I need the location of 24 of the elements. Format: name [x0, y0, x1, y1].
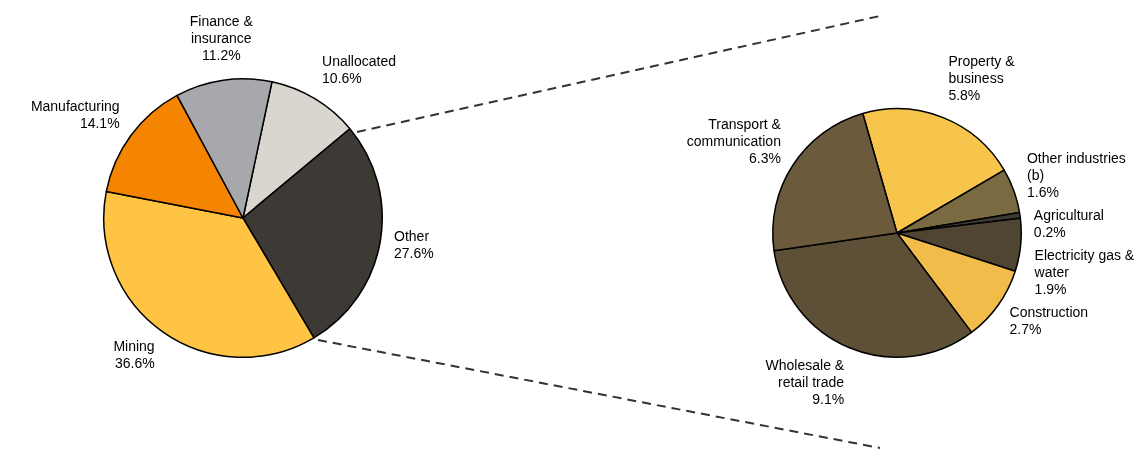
slice-label: Other: [394, 227, 430, 244]
slice-label: Finance & insurance: [189, 13, 254, 47]
data-label: 36.6%: [114, 354, 155, 371]
slice-label: Wholesale & retail trade: [765, 356, 845, 390]
data-label: 1.6%: [1026, 183, 1059, 200]
slice-label: Mining: [113, 337, 155, 354]
data-label: 2.7%: [1009, 321, 1042, 338]
data-label: 11.2%: [201, 47, 241, 64]
data-label: 27.6%: [394, 244, 434, 261]
data-label: 0.2%: [1033, 223, 1066, 240]
data-label: 6.3%: [749, 150, 781, 167]
data-label: 1.9%: [1034, 280, 1067, 297]
slice-label: Transport & communication: [686, 116, 782, 150]
slice-label: Construction: [1009, 304, 1089, 321]
data-label: 14.1%: [79, 114, 120, 131]
data-label: 10.6%: [322, 70, 362, 87]
slice-label: Electricity gas & water: [1033, 246, 1135, 280]
slice-label: Unallocated: [322, 53, 397, 70]
slice-label: Other industries (b): [1026, 149, 1126, 183]
slice-label: Manufacturing: [30, 97, 120, 114]
slice-label: Agricultural: [1033, 206, 1104, 223]
slice-label: Property & business: [948, 53, 1016, 87]
data-label: 9.1%: [812, 390, 845, 407]
data-label: 5.8%: [948, 87, 981, 104]
